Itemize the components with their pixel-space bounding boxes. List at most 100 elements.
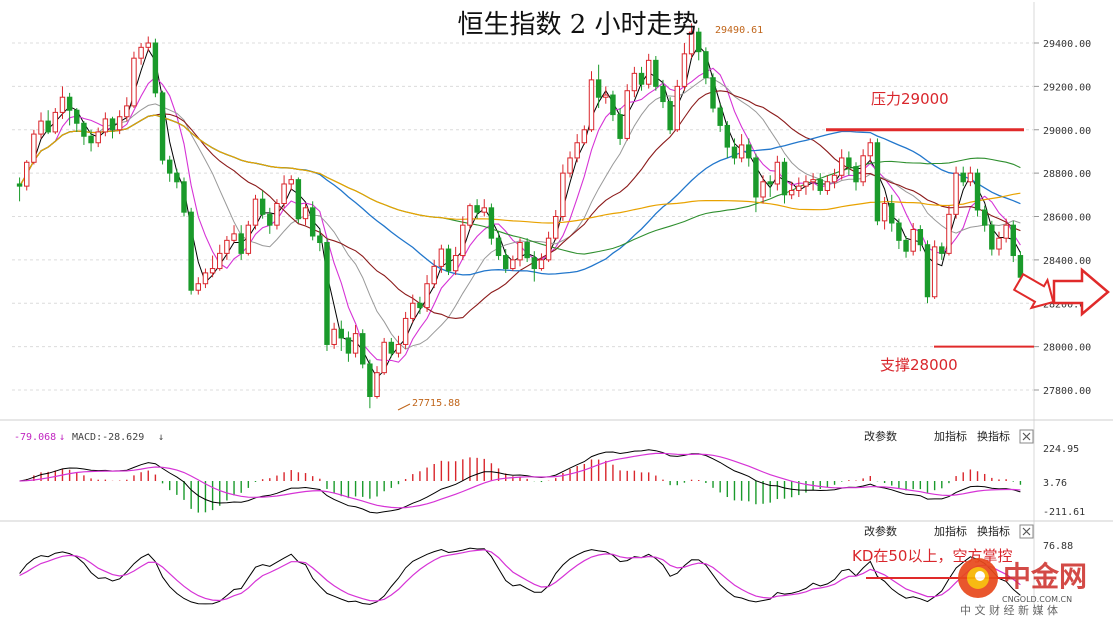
candle (395, 335, 402, 358)
support-label: 支撑28000 (880, 356, 958, 374)
candle-body (195, 283, 202, 291)
candle (610, 90, 616, 122)
candle-body (317, 235, 323, 244)
candle-body (796, 185, 802, 191)
candle (317, 229, 323, 252)
macd-arrow2-icon: ↓ (158, 432, 164, 443)
candle (202, 268, 209, 289)
switch-indicator-button[interactable]: 换指标 (977, 429, 1010, 443)
candle (445, 244, 452, 276)
candle-body (731, 146, 738, 159)
candle-body (95, 131, 101, 144)
candle (59, 86, 66, 119)
candle (553, 209, 559, 241)
candle-body (917, 229, 924, 246)
candle (645, 53, 652, 89)
candle-body (931, 246, 938, 298)
candle-body (438, 248, 445, 267)
change-params-button[interactable]: 改参数 (864, 429, 897, 443)
candle-body (188, 211, 194, 291)
candle-body (417, 302, 423, 309)
price-tick-label: 28200.00 (1043, 299, 1091, 310)
candle (331, 322, 337, 349)
candle-body (924, 244, 931, 298)
candle-body (738, 144, 745, 159)
candle (24, 160, 30, 191)
high-label: 29490.61 (715, 25, 763, 36)
candle-body (345, 337, 352, 354)
candle-body (102, 118, 109, 133)
candle-body (495, 237, 502, 257)
kd-change-params-button[interactable]: 改参数 (864, 524, 897, 538)
candle-body (981, 209, 988, 226)
candle (874, 138, 881, 226)
kd-close-icon[interactable] (1019, 524, 1034, 539)
kd-switch-indicator-button[interactable]: 换指标 (977, 524, 1010, 538)
candle (81, 121, 87, 145)
candle (960, 166, 966, 187)
candle-body (66, 96, 73, 111)
candle-body (352, 333, 359, 354)
candle (367, 359, 373, 409)
candle-body (131, 57, 137, 107)
candle (760, 175, 766, 204)
candle (588, 71, 595, 132)
candle (1003, 218, 1009, 243)
candle-body (896, 222, 902, 241)
candle (31, 129, 37, 165)
candle (688, 23, 695, 59)
candle-body (860, 155, 866, 183)
price-tick-label: 28000.00 (1043, 343, 1091, 354)
candle (131, 51, 137, 109)
candle-body (1017, 255, 1024, 278)
candle-body (138, 46, 144, 59)
candle (803, 175, 809, 195)
candle (1010, 220, 1016, 263)
candle (259, 190, 266, 219)
candle-body (767, 181, 773, 185)
candle (881, 196, 888, 230)
candle (753, 153, 759, 213)
candle (224, 236, 230, 260)
candle (374, 366, 380, 399)
candle-body (1010, 224, 1016, 257)
macd-panel: 224.95 3.76 -211.61 (19, 444, 1085, 518)
candle-body (159, 92, 166, 161)
add-indicator-button[interactable]: 加指标 (934, 429, 967, 443)
candle-body (259, 198, 266, 215)
candle (195, 277, 202, 295)
candle-body (281, 183, 287, 204)
candle (667, 97, 673, 135)
macd-tick-label: 3.76 (1043, 478, 1067, 489)
candle (267, 207, 273, 234)
candle-body (781, 161, 788, 196)
candle-body (717, 107, 723, 126)
candle (495, 231, 502, 260)
candle-body (660, 85, 666, 103)
candle (681, 43, 688, 91)
candle (781, 157, 788, 204)
candle-body (109, 118, 116, 131)
candle (352, 324, 359, 358)
candle (288, 175, 294, 191)
candle-body (238, 233, 244, 254)
candle-body (374, 372, 380, 398)
candle (188, 207, 194, 295)
candle-body (209, 268, 216, 274)
candle (452, 246, 459, 276)
candle (159, 90, 166, 165)
candle (674, 79, 680, 132)
candle (946, 205, 952, 256)
candle-body (846, 157, 852, 168)
candle-body (474, 205, 480, 213)
candle (474, 199, 480, 219)
candle (738, 134, 745, 163)
kd-add-indicator-button[interactable]: 加指标 (934, 524, 967, 538)
watermark-domain: CNGOLD.COM.CN (1002, 595, 1072, 604)
price-tick-label: 28800.00 (1043, 169, 1091, 180)
candle-body (360, 333, 366, 365)
candle (617, 108, 623, 145)
close-icon[interactable] (1019, 429, 1034, 444)
candle (88, 129, 94, 152)
